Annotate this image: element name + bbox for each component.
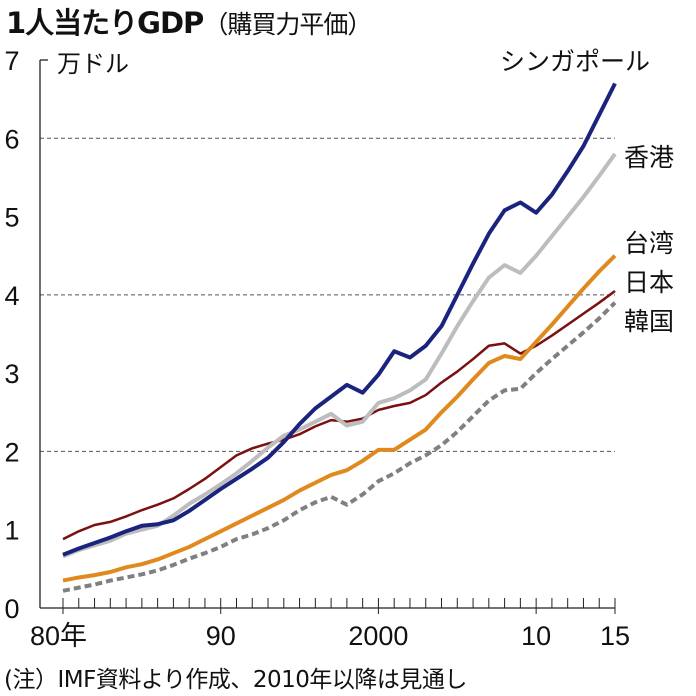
y-tick-label: 6 xyxy=(4,124,19,154)
footnote: (注）IMF資料より作成、2010年以降は見通し xyxy=(4,667,467,693)
subtitle-text: （購買力平価） xyxy=(203,10,372,39)
series-line xyxy=(62,301,617,593)
chart-title: 1人当たりGDP（購買力平価） xyxy=(6,0,372,42)
y-tick-label: 1 xyxy=(4,516,19,546)
series-label-singapore: シンガポール xyxy=(500,47,651,76)
x-tick-label: 80年 xyxy=(30,621,87,651)
series-line xyxy=(62,82,617,557)
series-line xyxy=(62,289,616,541)
y-axis-unit: 万ドル xyxy=(57,50,129,78)
series-label-japan: 日本 xyxy=(624,268,675,297)
series-line xyxy=(62,254,617,583)
y-tick-label: 4 xyxy=(4,281,19,311)
x-tick-label: 2000 xyxy=(348,621,408,651)
x-tick-label: 10 xyxy=(521,621,551,651)
x-tick-label: 15 xyxy=(600,621,630,651)
y-tick-label: 5 xyxy=(4,203,19,233)
series-label-korea: 韓国 xyxy=(624,307,675,336)
series-label-hongkong: 香港 xyxy=(624,143,675,172)
y-tick-label: 3 xyxy=(4,359,19,389)
y-tick-label: 7 xyxy=(4,46,19,76)
title-text: 1人当たりGDP xyxy=(6,6,204,40)
x-tick-label: 90 xyxy=(206,621,236,651)
y-tick-label: 0 xyxy=(4,594,19,624)
series-line xyxy=(62,152,617,559)
series-label-taiwan: 台湾 xyxy=(624,229,675,258)
y-tick-label: 2 xyxy=(4,437,19,467)
